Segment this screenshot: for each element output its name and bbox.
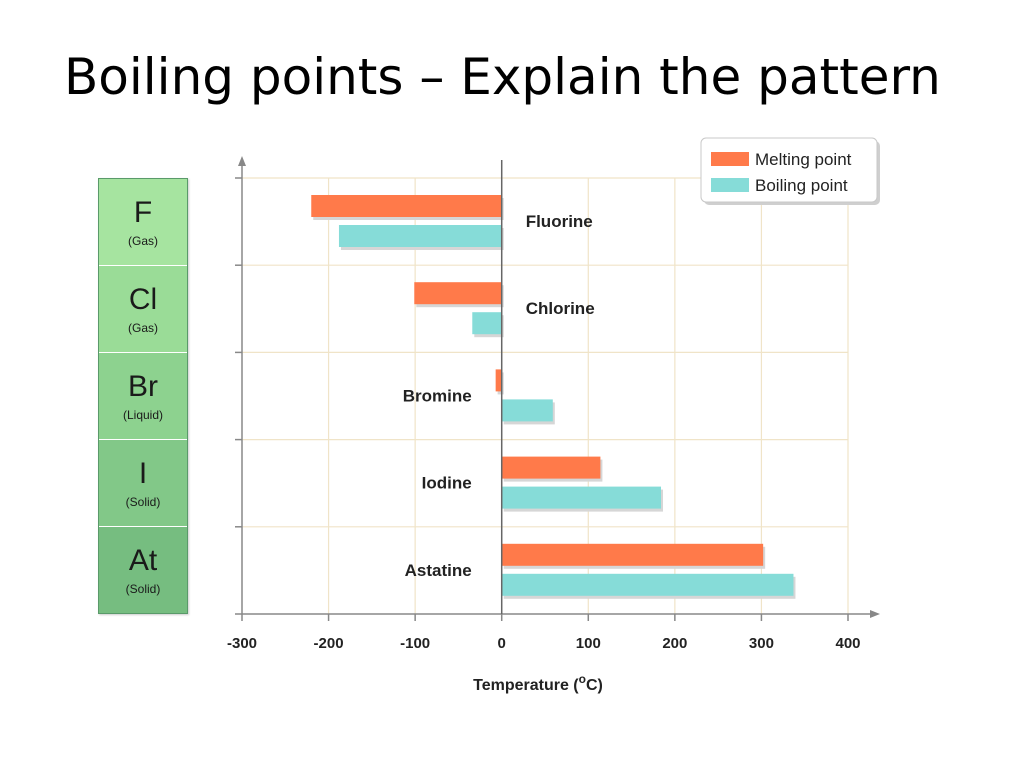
- element-cell-f: F (Gas): [99, 179, 187, 266]
- category-label: Bromine: [403, 386, 472, 405]
- legend-label: Melting point: [755, 150, 852, 169]
- category-label: Iodine: [422, 474, 472, 493]
- x-tick-label: -300: [227, 635, 257, 652]
- element-cell-i: I (Solid): [99, 440, 187, 527]
- element-state: (Liquid): [122, 408, 164, 422]
- x-tick-label: 100: [576, 635, 601, 652]
- y-axis-arrow: [238, 156, 246, 166]
- element-cell-at: At (Solid): [99, 527, 187, 613]
- bar-boiling-point: [501, 486, 662, 509]
- element-state: (Gas): [128, 321, 158, 335]
- element-symbol: At: [128, 544, 158, 577]
- bar-melting-point: [311, 195, 502, 217]
- element-cell-cl: Cl (Gas): [99, 266, 187, 353]
- x-tick-label: 300: [749, 635, 774, 652]
- x-tick-label: 400: [835, 635, 860, 652]
- element-symbol: F: [133, 196, 153, 229]
- element-symbol: Cl: [128, 283, 158, 316]
- bar-boiling-point: [338, 225, 502, 247]
- element-symbol: Br: [128, 370, 158, 403]
- bar-boiling-point: [501, 573, 794, 596]
- bar-melting-point: [501, 456, 601, 479]
- bar-boiling-point: [472, 312, 502, 335]
- category-label: Astatine: [405, 561, 472, 580]
- x-axis-title: Temperature (oC): [473, 672, 603, 694]
- x-axis-arrow: [870, 610, 880, 618]
- element-state: (Solid): [125, 582, 161, 596]
- element-state: (Gas): [128, 234, 158, 248]
- x-tick-label: 200: [662, 635, 687, 652]
- x-tick-label: -100: [400, 635, 430, 652]
- slide-title: Boiling points – Explain the pattern: [64, 48, 941, 106]
- category-label: Chlorine: [526, 299, 595, 318]
- element-symbol: I: [138, 457, 148, 490]
- element-state: (Solid): [125, 495, 161, 509]
- legend-label: Boiling point: [755, 176, 848, 195]
- element-cell-br: Br (Liquid): [99, 353, 187, 440]
- bar-boiling-point: [501, 399, 553, 422]
- x-tick-label: -200: [314, 635, 344, 652]
- legend-swatch: [711, 178, 749, 192]
- x-tick-label: 0: [498, 635, 506, 652]
- legend-swatch: [711, 152, 749, 166]
- bar-melting-point: [495, 369, 502, 392]
- halogen-element-column: F (Gas) Cl (Gas) Br (Liquid) I (Solid) At (Solid): [98, 178, 188, 614]
- bar-melting-point: [414, 282, 502, 305]
- category-label: Fluorine: [526, 212, 593, 231]
- bar-melting-point: [501, 543, 764, 566]
